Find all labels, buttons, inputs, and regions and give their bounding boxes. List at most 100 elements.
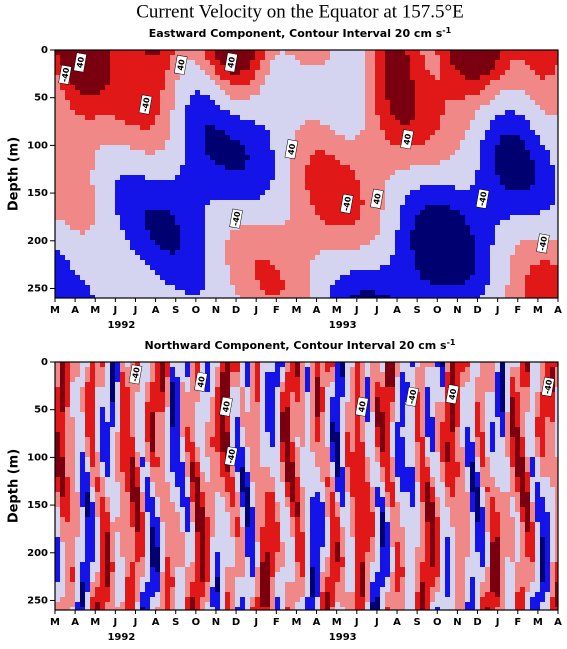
contour-cell	[445, 290, 451, 296]
contour-cell	[130, 240, 136, 246]
contour-cell	[300, 230, 306, 236]
contour-cell	[320, 265, 326, 271]
contour-cell	[510, 285, 516, 291]
contour-cell	[280, 180, 286, 186]
contour-cell	[500, 265, 506, 271]
contour-cell	[155, 115, 161, 121]
contour-cell	[275, 235, 281, 241]
contour-cell	[440, 290, 446, 296]
contour-cell	[65, 195, 71, 201]
contour-cell	[375, 180, 381, 186]
contour-cell	[415, 115, 421, 121]
contour-cell	[505, 70, 511, 76]
contour-cell	[305, 80, 311, 86]
contour-cell	[455, 60, 461, 66]
contour-cell	[520, 180, 526, 186]
contour-cell	[160, 85, 166, 91]
contour-cell	[265, 270, 271, 276]
contour-cell	[250, 135, 256, 141]
contour-cell	[215, 190, 221, 196]
contour-cell	[160, 155, 166, 161]
contour-cell	[200, 215, 206, 221]
contour-cell	[430, 180, 436, 186]
contour-cell	[215, 185, 221, 191]
contour-cell	[385, 295, 391, 299]
contour-cell	[145, 130, 151, 136]
contour-cell	[420, 225, 426, 231]
contour-cell	[505, 215, 511, 221]
contour-cell	[95, 230, 101, 236]
contour-cell	[515, 130, 521, 136]
contour-cell	[60, 190, 66, 196]
contour-cell	[515, 235, 521, 241]
contour-cell	[520, 190, 526, 196]
contour-cell	[190, 145, 196, 151]
contour-cell	[460, 190, 466, 196]
contour-cell	[85, 105, 91, 111]
contour-cell	[270, 185, 276, 191]
contour-cell	[125, 275, 131, 281]
contour-cell	[480, 105, 486, 111]
contour-cell	[200, 175, 206, 181]
contour-cell	[90, 255, 96, 261]
contour-cell	[240, 160, 246, 166]
contour-cell	[540, 225, 546, 231]
contour-cell	[295, 115, 301, 121]
contour-cell	[400, 280, 406, 286]
contour-cell	[80, 70, 86, 76]
contour-cell	[125, 175, 131, 181]
contour-cell	[220, 145, 226, 151]
contour-cell	[470, 115, 476, 121]
contour-cell	[135, 165, 141, 171]
contour-cell	[410, 240, 416, 246]
contour-cell	[490, 290, 496, 296]
contour-cell	[290, 130, 296, 136]
contour-cell	[515, 180, 521, 186]
contour-cell	[365, 265, 371, 271]
contour-cell	[475, 250, 481, 256]
contour-cell	[450, 195, 456, 201]
contour-cell	[320, 195, 326, 201]
contour-cell	[545, 200, 551, 206]
contour-cell	[345, 135, 351, 141]
contour-cell	[470, 205, 476, 211]
contour-cell	[65, 55, 71, 61]
contour-cell	[395, 230, 401, 236]
contour-cell	[120, 265, 126, 271]
contour-cell	[380, 90, 386, 96]
contour-cell	[335, 265, 341, 271]
contour-cell	[435, 200, 441, 206]
contour-cell	[545, 295, 551, 299]
contour-cell	[130, 160, 136, 166]
contour-cell	[130, 245, 136, 251]
contour-cell	[145, 255, 151, 261]
contour-cell	[390, 275, 396, 281]
contour-cell	[430, 265, 436, 271]
contour-cell	[170, 50, 176, 56]
contour-cell	[465, 200, 471, 206]
contour-cell	[490, 65, 496, 71]
contour-cell	[90, 205, 96, 211]
contour-cell	[520, 260, 526, 266]
contour-cell	[540, 195, 546, 201]
contour-cell	[125, 200, 131, 206]
contour-cell	[90, 95, 96, 101]
contour-cell	[350, 110, 356, 116]
contour-cell	[290, 200, 296, 206]
contour-cell	[265, 255, 271, 261]
contour-cell	[255, 265, 261, 271]
contour-cell	[165, 245, 171, 251]
contour-cell	[380, 225, 386, 231]
contour-cell	[65, 215, 71, 221]
contour-cell	[500, 85, 506, 91]
contour-cell	[225, 140, 231, 146]
contour-cell	[315, 195, 321, 201]
contour-cell	[170, 255, 176, 261]
contour-cell	[105, 260, 111, 266]
contour-cell	[85, 180, 91, 186]
contour-cell	[380, 180, 386, 186]
contour-cell	[120, 120, 126, 126]
contour-cell	[365, 90, 371, 96]
contour-cell	[535, 115, 541, 121]
contour-cell	[330, 255, 336, 261]
